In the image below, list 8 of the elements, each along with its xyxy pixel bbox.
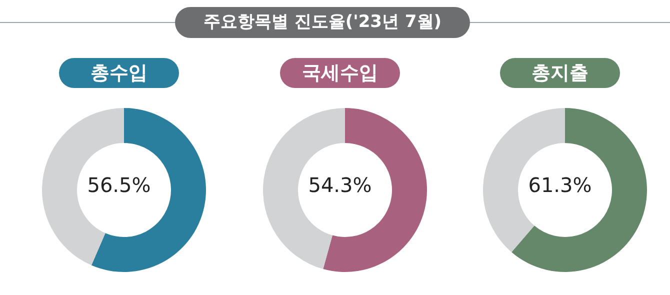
- text: 주요항목별 진도율('23년 7월): [175, 7, 470, 38]
- text: 54.3%: [308, 173, 372, 197]
- chart-title: 총지출: [500, 58, 620, 88]
- text: 61.3%: [528, 173, 592, 197]
- text: 56.5%: [87, 173, 151, 197]
- chart-title: 총수입: [59, 58, 179, 88]
- chart-title: 국세수입: [280, 58, 400, 88]
- donut-slice: [512, 108, 647, 272]
